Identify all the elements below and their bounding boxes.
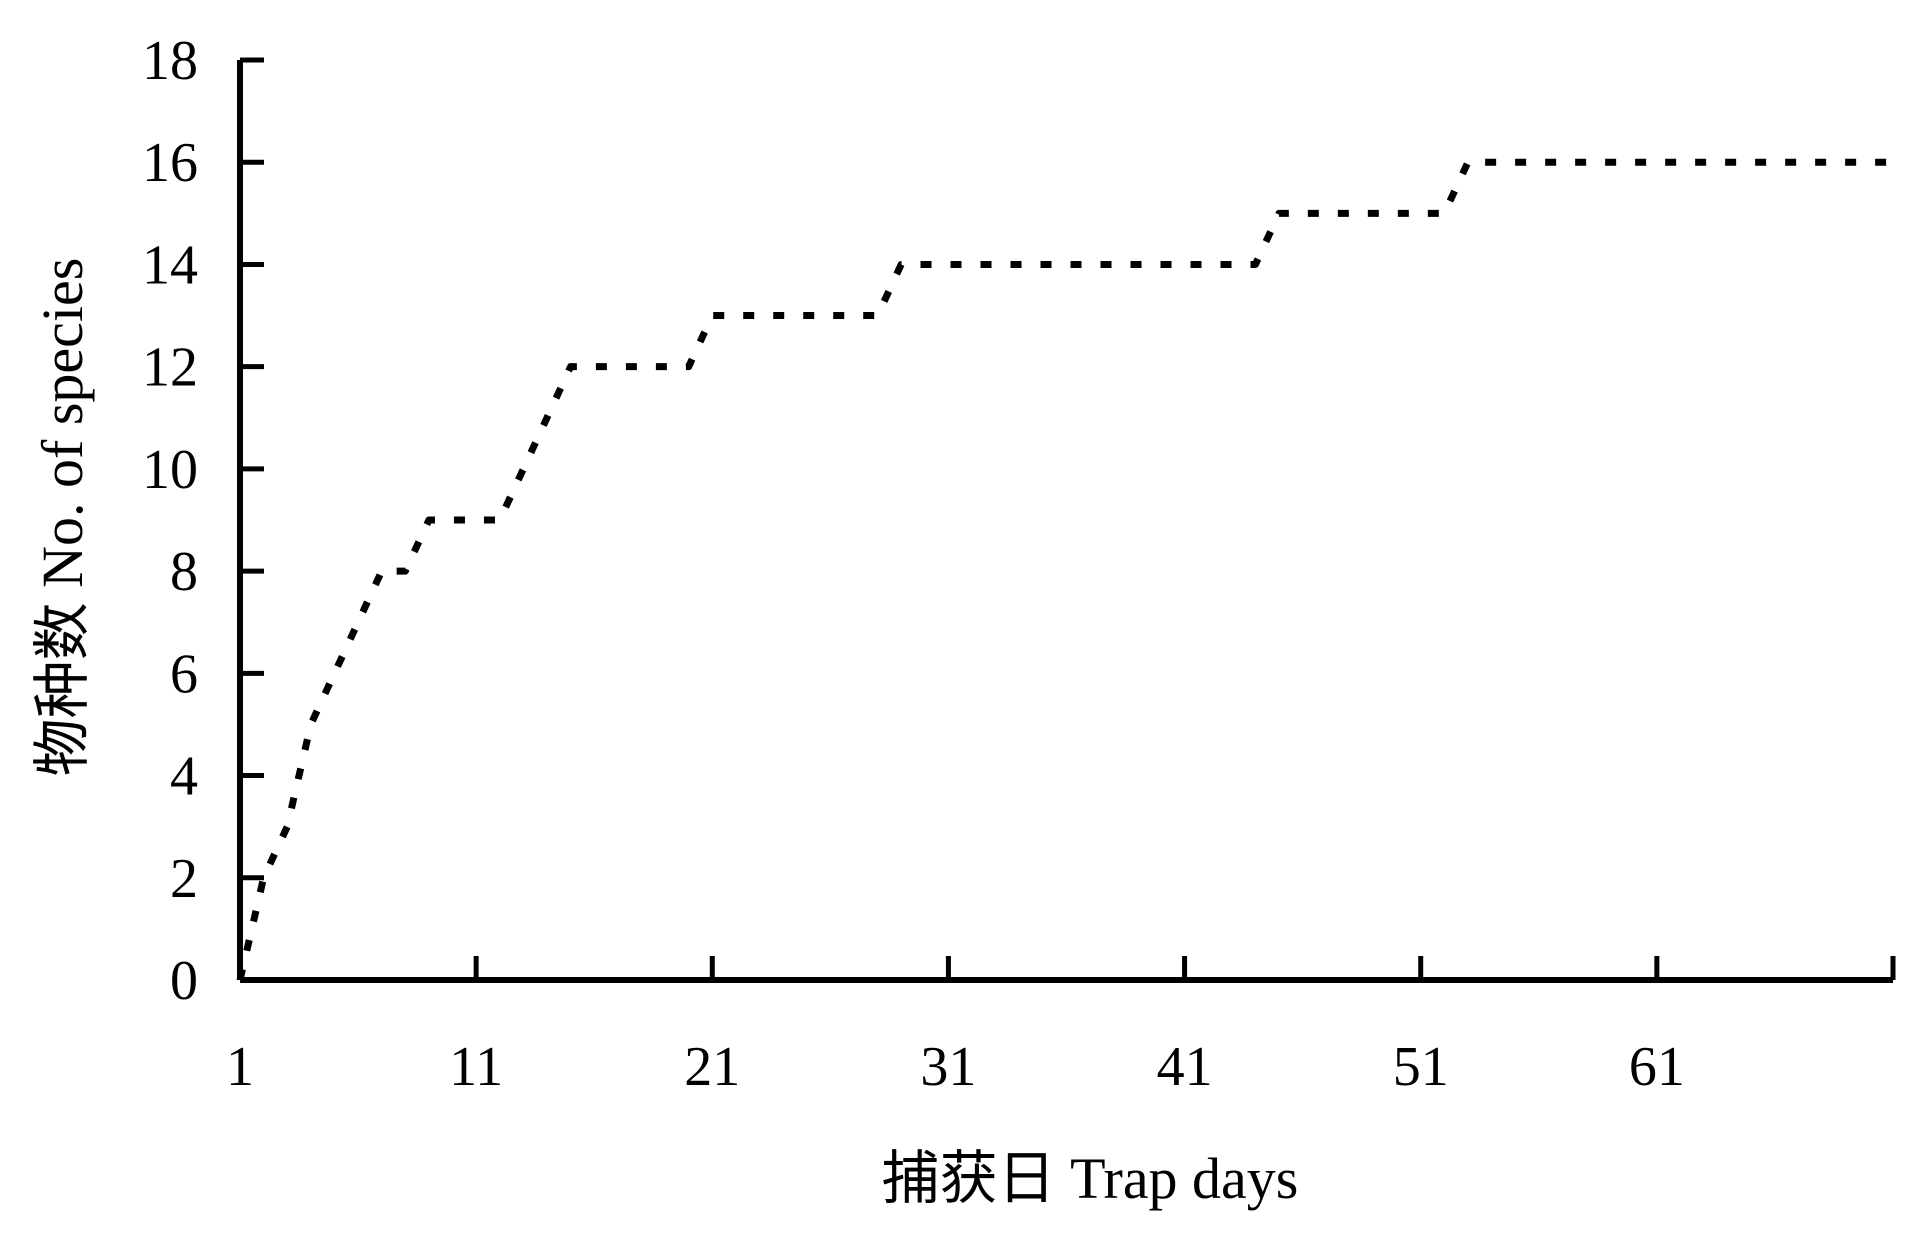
y-tick-label: 0 xyxy=(170,950,198,1012)
y-tick-label: 16 xyxy=(142,132,198,194)
x-tick-label: 1 xyxy=(226,1036,254,1098)
y-tick-label: 12 xyxy=(142,337,198,399)
x-tick-label: 61 xyxy=(1629,1036,1685,1098)
y-tick-label: 14 xyxy=(142,234,198,296)
x-tick-label: 21 xyxy=(684,1036,740,1098)
y-tick-label: 4 xyxy=(170,746,198,808)
y-tick-label: 10 xyxy=(142,439,198,501)
series-group xyxy=(236,158,1893,981)
y-axis-title: 物种数 No. of species xyxy=(30,258,95,777)
x-axis-title: 捕获日 Trap days xyxy=(882,1146,1299,1211)
axes xyxy=(237,57,1896,983)
x-tick-label: 51 xyxy=(1393,1036,1449,1098)
y-tick-label: 2 xyxy=(170,848,198,910)
series-line xyxy=(236,158,1893,981)
x-tick-label: 41 xyxy=(1157,1036,1213,1098)
x-tick-label: 31 xyxy=(920,1036,976,1098)
y-tick-label: 18 xyxy=(142,30,198,92)
y-tick-label: 6 xyxy=(170,643,198,705)
x-tick-label: 11 xyxy=(449,1036,503,1098)
y-tick-label: 8 xyxy=(170,541,198,603)
